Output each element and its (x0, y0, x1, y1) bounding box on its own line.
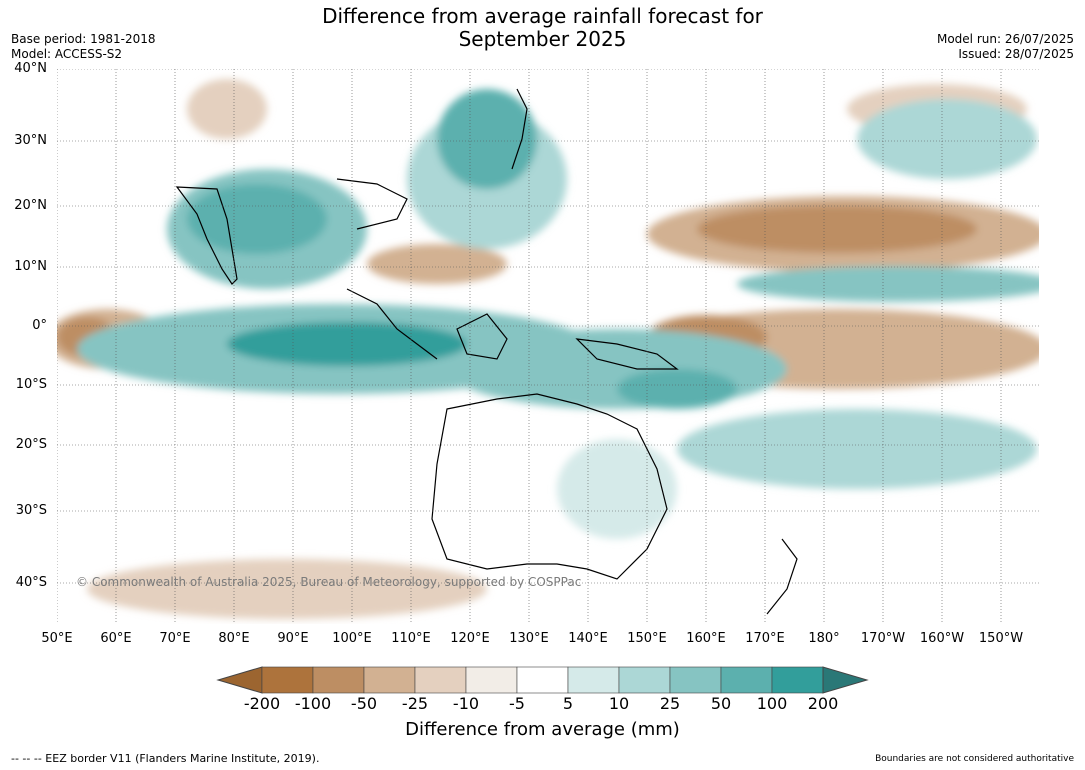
southeast-asia-coast (336, 178, 408, 230)
copyright-notice: © Commonwealth of Australia 2025, Bureau… (76, 575, 582, 589)
dry-patch-south-china-sea (367, 244, 507, 284)
colorbar-tick-label: 100 (756, 694, 788, 713)
colorbar-cell (618, 666, 671, 694)
title-line-1: Difference from average rainfall forecas… (322, 4, 763, 28)
coastlines (175, 88, 798, 615)
longitude-label: 60°E (100, 631, 132, 646)
longitude-label: 160°E (686, 631, 726, 646)
meta-left: Base period: 1981-2018 Model: ACCESS-S2 (11, 32, 156, 62)
longitude-label: 130°E (509, 631, 549, 646)
dry-core-north-pacific (697, 205, 977, 253)
graticule (57, 69, 1039, 624)
latitude-label: 20°N (14, 198, 47, 213)
longitude-label: 100°E (332, 631, 372, 646)
latitude-label: 30°S (15, 503, 47, 518)
wet-patch-north-pacific (857, 99, 1037, 179)
eez-border-note: -- -- -- EEZ border V11 (Flanders Marine… (11, 752, 320, 765)
colorbar-tick-label: 5 (562, 694, 574, 713)
issued-date: Issued: 28/07/2025 (958, 47, 1074, 61)
colorbar-tick-label: 50 (710, 694, 732, 713)
map-title: Difference from average rainfall forecas… (0, 5, 1085, 51)
dry-patch-central-asia (187, 79, 267, 139)
wet-band-itcz (737, 266, 1039, 302)
latitude-label: 20°S (15, 437, 47, 452)
longitude-label: 110°E (391, 631, 431, 646)
longitude-label: 170°W (860, 631, 906, 646)
model-name: Model: ACCESS-S2 (11, 47, 123, 61)
colorbar-cell (516, 666, 569, 694)
wet-core-india (187, 184, 327, 254)
wet-core-china (437, 89, 537, 189)
colorbar-cell (669, 666, 722, 694)
japan-coast (511, 88, 528, 170)
longitude-label: 170°E (745, 631, 785, 646)
colorbar-title: Difference from average (mm) (405, 719, 680, 740)
dry-patch-southern-ocean (87, 559, 487, 619)
boundaries-disclaimer: Boundaries are not considered authoritat… (875, 754, 1074, 764)
colorbar-arrow-low (216, 666, 263, 694)
latitude-label: 40°S (15, 575, 47, 590)
longitude-label: 50°E (41, 631, 73, 646)
india-coast (175, 186, 238, 285)
longitude-label: 180° (808, 631, 840, 646)
latitude-label: 40°N (14, 61, 47, 76)
latitude-label: 0° (32, 318, 47, 333)
title-line-2: September 2025 (458, 27, 627, 51)
wet-core-maritime (227, 322, 467, 366)
latitude-label: 10°N (14, 259, 47, 274)
colorbar-cell (414, 666, 467, 694)
colorbar-cell (771, 666, 824, 694)
wet-band-spcz (677, 409, 1037, 489)
longitude-label: 140°E (568, 631, 608, 646)
colorbar-tick-label: -10 (452, 694, 480, 713)
colorbar-tick-label: 200 (807, 694, 839, 713)
new-guinea-coast (575, 338, 679, 370)
new-zealand-coast (766, 538, 798, 615)
borneo-coast (456, 313, 508, 360)
colorbar-arrow-high (822, 666, 869, 694)
colorbar-cell (465, 666, 518, 694)
latitude-label: 30°N (14, 133, 47, 148)
wet-core-png (617, 369, 737, 409)
sumatra-coast (346, 288, 438, 360)
colorbar-cell (312, 666, 365, 694)
longitude-label: 70°E (159, 631, 191, 646)
colorbar-tick-label: -25 (401, 694, 429, 713)
latitude-label: 10°S (15, 377, 47, 392)
colorbar-cell (567, 666, 620, 694)
longitude-label: 160°W (919, 631, 965, 646)
model-run: Model run: 26/07/2025 (936, 32, 1074, 46)
australia-coast (431, 393, 668, 580)
colorbar-tick-label: -5 (509, 694, 525, 713)
longitude-label: 150°W (978, 631, 1024, 646)
rainfall-map (57, 69, 1039, 624)
colorbar-cell (720, 666, 773, 694)
longitude-label: 90°E (277, 631, 309, 646)
longitude-label: 120°E (450, 631, 490, 646)
colorbar-cell (363, 666, 416, 694)
colorbar-tick-label: -50 (350, 694, 378, 713)
colorbar-tick-label: -200 (243, 694, 281, 713)
longitude-label: 80°E (218, 631, 250, 646)
colorbar-tick-label: 10 (608, 694, 630, 713)
base-period: Base period: 1981-2018 (11, 32, 156, 46)
wet-band-png (447, 329, 787, 409)
meta-right: Model run: 26/07/2025 Issued: 28/07/2025 (937, 32, 1074, 62)
longitude-label: 150°E (627, 631, 667, 646)
colorbar-cell (261, 666, 314, 694)
colorbar-tick-label: -100 (294, 694, 332, 713)
colorbar-tick-label: 25 (659, 694, 681, 713)
colorbar (216, 666, 869, 694)
